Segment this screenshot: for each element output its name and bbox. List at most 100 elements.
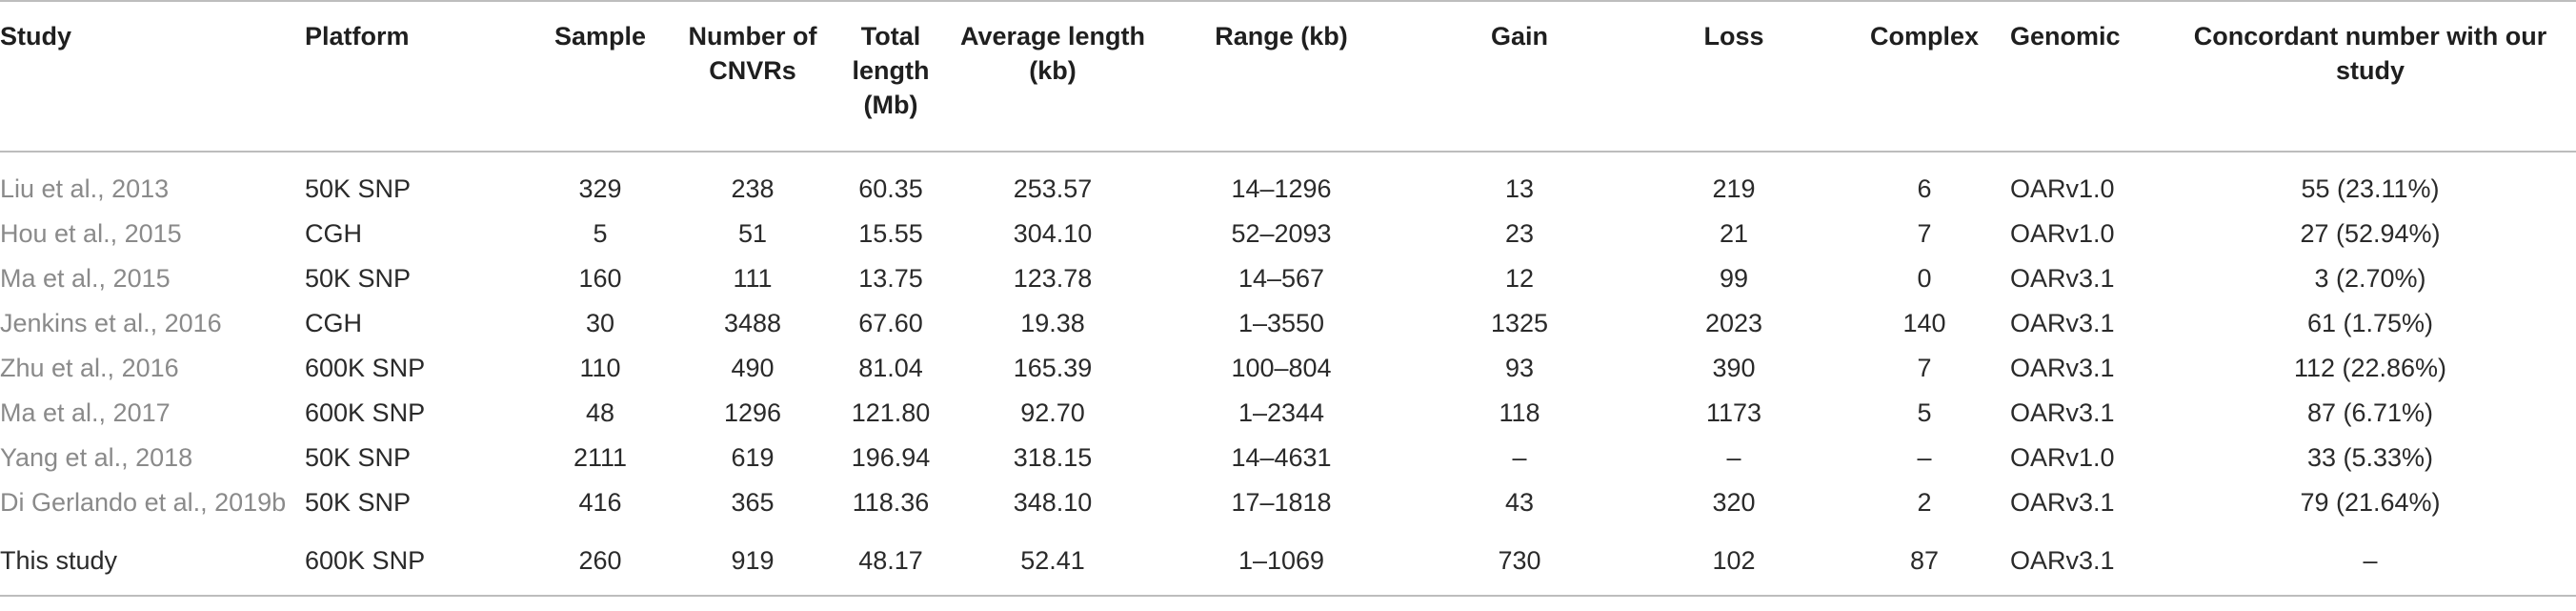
header-complex: Complex <box>1869 22 1980 51</box>
cell-loss: 219 <box>1712 174 1756 203</box>
cell-sample: 416 <box>578 488 622 517</box>
cell-platform: 600K SNP <box>305 398 426 427</box>
table-row: Zhu et al., 2016 600K SNP 110 490 81.04 165.3… <box>0 347 2576 392</box>
cell-concordant-number: 3 (2.70%) <box>2314 264 2426 293</box>
cell-range: 17–1818 <box>1231 488 1332 517</box>
cell-number-of-cnvrs: 365 <box>731 488 775 517</box>
cell-total-length: 13.75 <box>858 264 923 293</box>
cell-gain: 43 <box>1504 488 1535 517</box>
cell-study: This study <box>0 526 305 597</box>
cell-average-length: 19.38 <box>1020 309 1085 337</box>
table-row: Hou et al., 2015 CGH 5 51 15.55 304.10 52–2093… <box>0 213 2576 257</box>
cell-platform: 50K SNP <box>305 174 412 203</box>
cell-sample: 48 <box>585 398 615 427</box>
cell-loss: 99 <box>1719 264 1749 293</box>
table-row: Ma et al., 2015 50K SNP 160 111 13.75 123.78 1… <box>0 257 2576 302</box>
cell-loss: 102 <box>1629 526 1839 597</box>
cell-average-length: 165.39 <box>1013 354 1093 382</box>
cell-average-length: 318.15 <box>1013 443 1093 472</box>
header-concordant-number: Concordant number with our study <box>2193 22 2547 85</box>
cell-average-length: 304.10 <box>1013 219 1093 248</box>
table-row: Jenkins et al., 2016 CGH 30 3488 67.60 19.38 1… <box>0 302 2576 347</box>
cell-concordant-number: 87 (6.71%) <box>2306 398 2434 427</box>
cell-complex: 2 <box>1917 488 1932 517</box>
cell-complex: 140 <box>1902 309 1946 337</box>
header-total-length: Total length (Mb) <box>852 22 930 119</box>
cell-average-length: 348.10 <box>1013 488 1093 517</box>
cell-gain: 13 <box>1504 174 1535 203</box>
cell-platform: 600K SNP <box>305 354 426 382</box>
header-average-length: Average length (kb) <box>959 22 1146 85</box>
cell-average-length: 123.78 <box>1013 264 1093 293</box>
table-header: Study Platform Sample Number of CNVRs To… <box>0 1 2576 152</box>
cell-platform: CGH <box>305 219 362 248</box>
cnvr-comparison-table: Study Platform Sample Number of CNVRs To… <box>0 1 2576 597</box>
table-row: Yang et al., 2018 50K SNP 2111 619 196.94 318… <box>0 437 2576 481</box>
cell-genomic: OARv1.0 <box>2010 443 2115 472</box>
cell-sample: 30 <box>585 309 615 337</box>
cell-complex: 6 <box>1917 174 1932 203</box>
cell-range: 1–2344 <box>1238 398 1325 427</box>
cell-study: Hou et al., 2015 <box>0 219 182 248</box>
cell-concordant-number: 112 (22.86%) <box>2293 354 2447 382</box>
cell-range: 100–804 <box>1231 354 1332 382</box>
header-sample: Sample <box>553 22 647 51</box>
header-range: Range (kb) <box>1215 22 1348 51</box>
table-row: This study 600K SNP 260 919 48.17 52.41 1–1069… <box>0 526 2576 597</box>
cell-concordant-number: 79 (21.64%) <box>2300 488 2441 517</box>
cell-gain: 93 <box>1504 354 1535 382</box>
cell-number-of-cnvrs: 51 <box>737 219 768 248</box>
cell-total-length: 118.36 <box>852 488 930 517</box>
cell-study: Yang et al., 2018 <box>0 443 193 472</box>
cell-study: Di Gerlando et al., 2019b <box>0 488 287 517</box>
cell-concordant-number: 33 (5.33%) <box>2306 443 2434 472</box>
cell-loss: 21 <box>1719 219 1749 248</box>
cell-total-length: 67.60 <box>858 309 923 337</box>
cell-gain: 1325 <box>1490 309 1549 337</box>
cell-sample: 2111 <box>573 443 628 472</box>
header-row: Study Platform Sample Number of CNVRs To… <box>0 1 2576 152</box>
cell-range: 1–1069 <box>1153 526 1410 597</box>
cell-platform: 50K SNP <box>305 488 412 517</box>
cell-concordant-number: – <box>2164 526 2576 597</box>
cell-genomic: OARv3.1 <box>2010 264 2115 293</box>
cell-gain: 23 <box>1504 219 1535 248</box>
cell-study: Ma et al., 2017 <box>0 398 171 427</box>
cell-average-length: 52.41 <box>953 526 1153 597</box>
cell-gain: 118 <box>1499 398 1540 427</box>
cell-range: 52–2093 <box>1231 219 1332 248</box>
cell-sample: 160 <box>578 264 622 293</box>
cell-complex: 5 <box>1917 398 1932 427</box>
header-platform: Platform <box>305 22 410 51</box>
cell-study: Ma et al., 2015 <box>0 264 171 293</box>
cell-range: 1–3550 <box>1238 309 1325 337</box>
cell-total-length: 196.94 <box>851 443 931 472</box>
cell-sample: 329 <box>578 174 622 203</box>
cell-platform: 50K SNP <box>305 443 412 472</box>
cell-platform: 50K SNP <box>305 264 412 293</box>
cell-genomic: OARv3.1 <box>2010 309 2115 337</box>
cell-range: 14–4631 <box>1231 443 1332 472</box>
cell-study: Jenkins et al., 2016 <box>0 309 222 337</box>
cell-sample: 260 <box>524 526 676 597</box>
cell-complex: 7 <box>1917 354 1932 382</box>
cell-sample: 5 <box>593 219 608 248</box>
cell-number-of-cnvrs: 619 <box>731 443 775 472</box>
cell-platform: CGH <box>305 309 362 337</box>
cell-genomic: OARv3.1 <box>2010 526 2164 597</box>
cell-number-of-cnvrs: 1296 <box>723 398 782 427</box>
cell-number-of-cnvrs: 111 <box>733 264 773 293</box>
cell-genomic: OARv3.1 <box>2010 398 2115 427</box>
header-gain: Gain <box>1490 22 1548 51</box>
cell-range: 14–1296 <box>1231 174 1332 203</box>
header-study: Study <box>0 22 72 51</box>
cell-total-length: 15.55 <box>858 219 923 248</box>
cell-complex: 87 <box>1839 526 2010 597</box>
cell-number-of-cnvrs: 490 <box>731 354 775 382</box>
cell-loss: 1173 <box>1705 398 1762 427</box>
header-genomic: Genomic <box>2010 22 2121 51</box>
cell-loss: – <box>1726 443 1741 472</box>
cell-genomic: OARv1.0 <box>2010 219 2115 248</box>
cell-gain: – <box>1512 443 1527 472</box>
